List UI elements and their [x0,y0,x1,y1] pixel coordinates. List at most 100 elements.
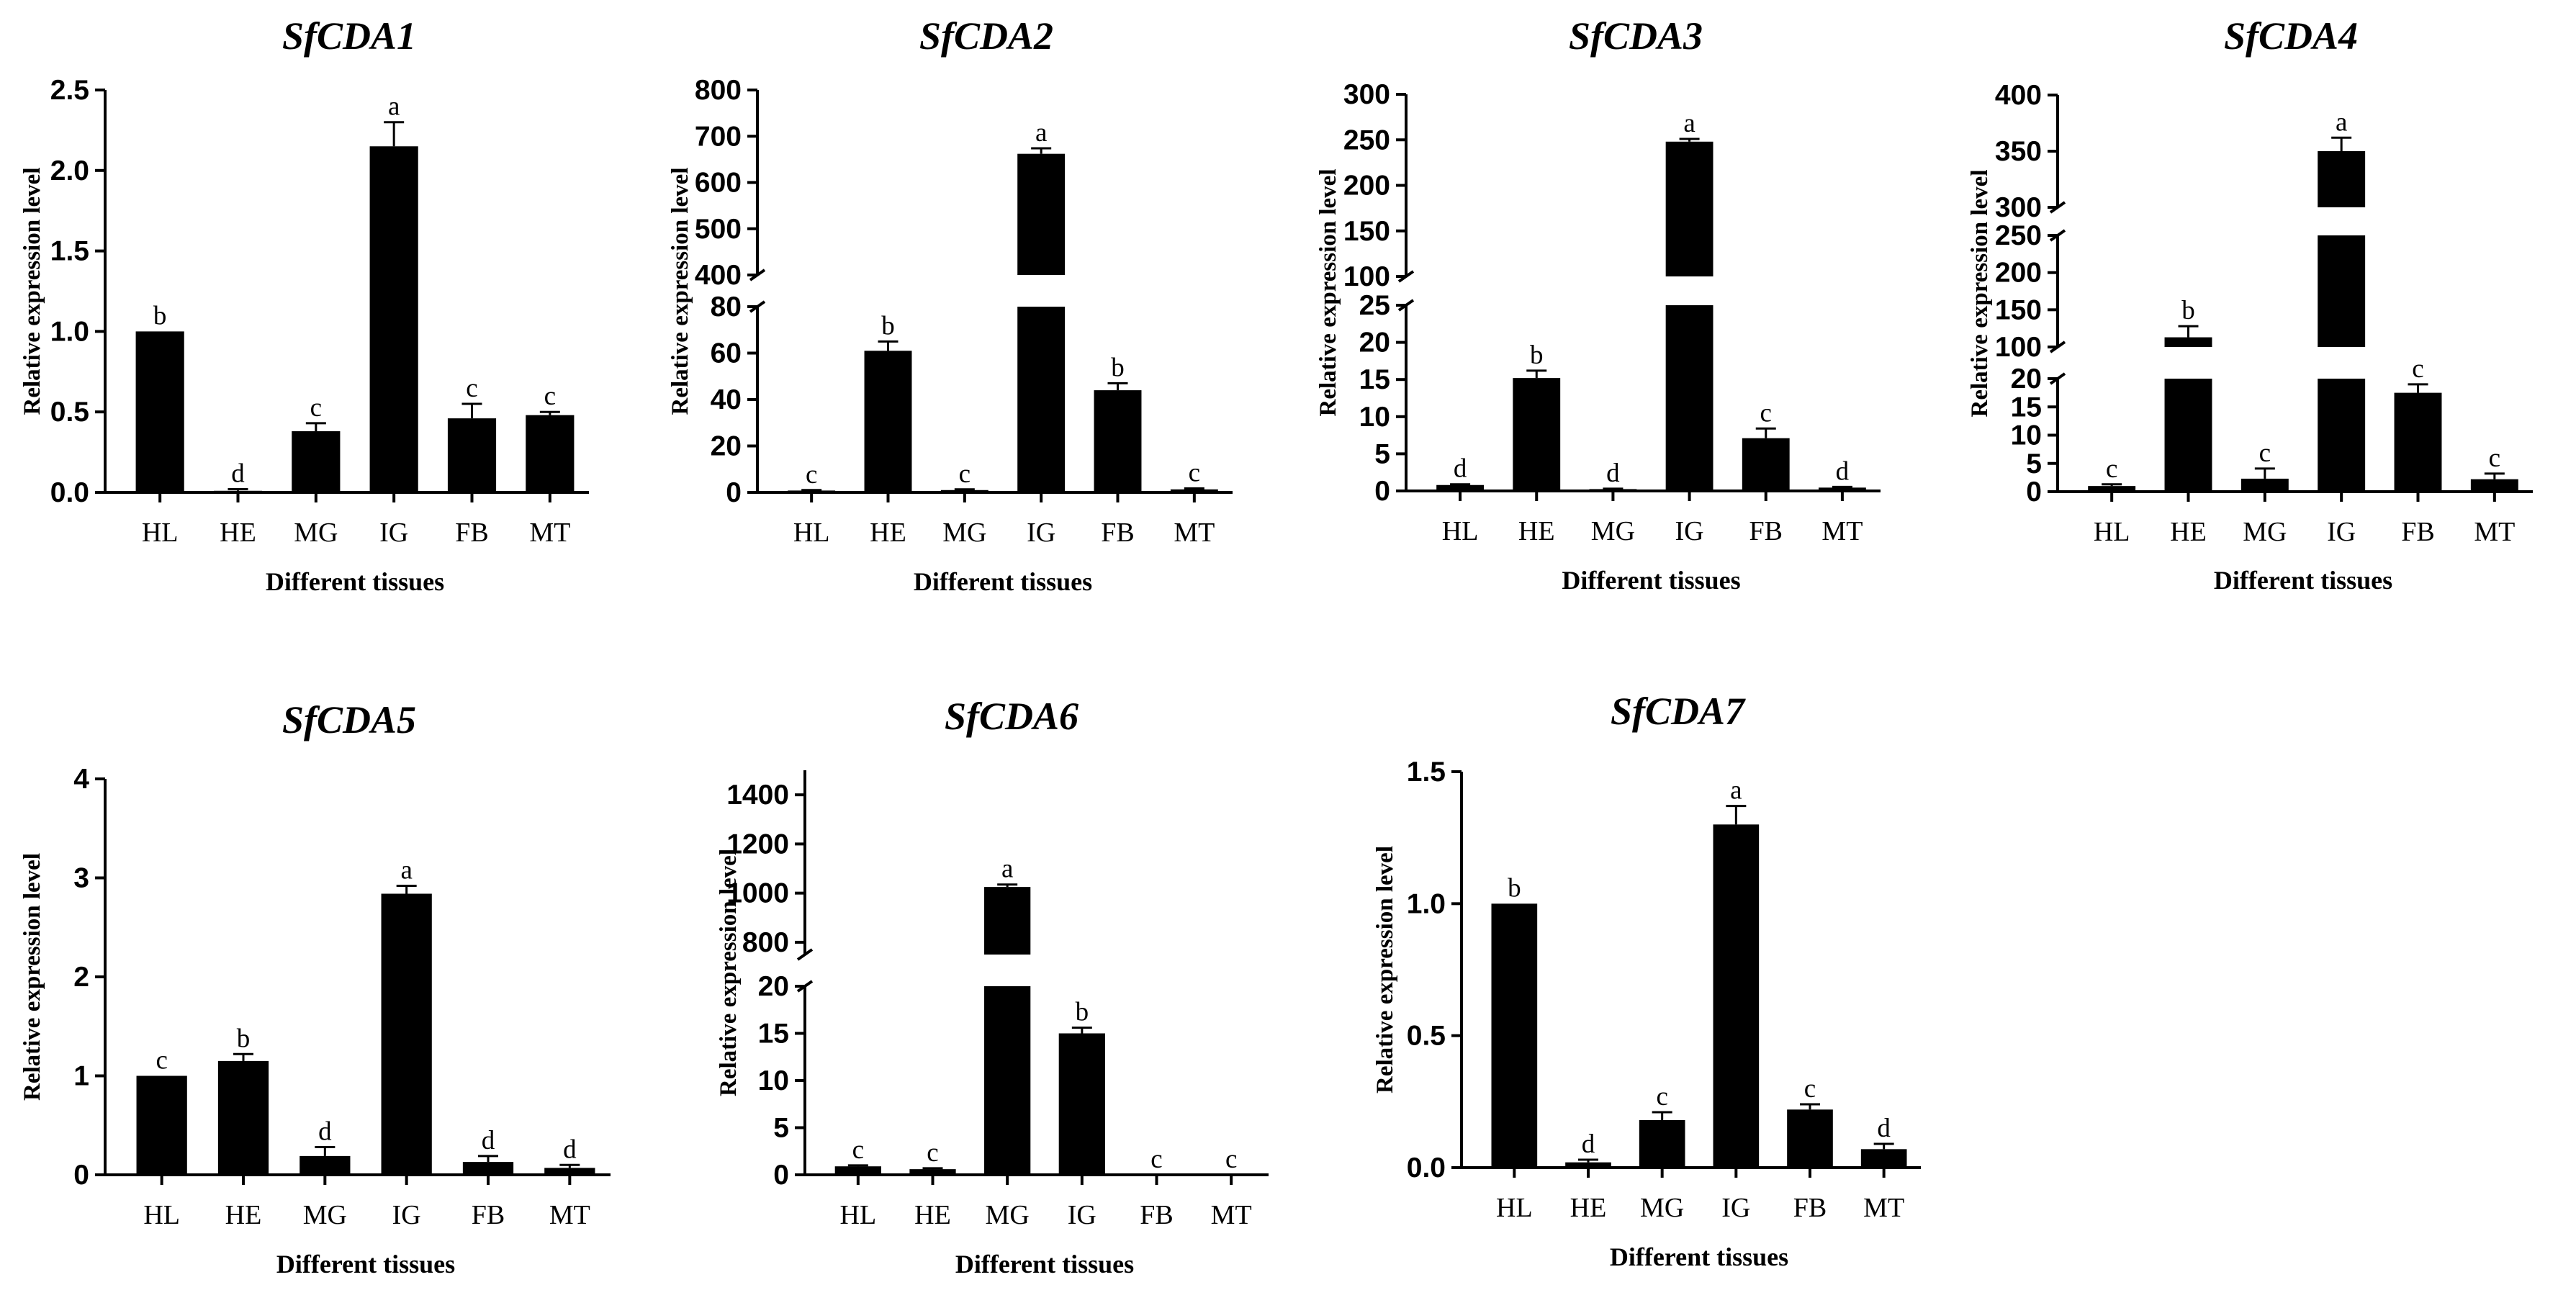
x-axis-title: Different tissues [1610,1242,1788,1271]
y-tick-label: 15 [1359,364,1390,395]
significance-label: b [881,311,895,340]
bar [984,887,1031,1175]
y-tick-label: 700 [695,121,742,152]
x-tick-label: MG [942,518,986,548]
axis-break-mark [2049,340,2066,353]
significance-label: b [1508,873,1521,903]
significance-label: a [2336,107,2347,137]
y-tick-label: 1.0 [50,316,89,347]
significance-label: a [1683,109,1695,138]
y-tick-label: 0.5 [1407,1021,1446,1052]
y-tick-label: 300 [1343,79,1390,110]
axis-break-mark [796,948,814,961]
significance-label: b [237,1024,251,1053]
bar-break-gap [1665,276,1714,305]
x-tick-label: FB [455,518,488,548]
bar-break-gap [2163,347,2213,379]
y-tick-label: 1000 [726,878,789,909]
x-tick-label: HL [793,518,830,548]
y-axis-title: Relative expression level [716,849,742,1096]
bar [213,490,263,492]
x-tick-label: IG [1027,518,1055,548]
bar [369,146,418,492]
significance-label: a [1730,776,1742,806]
y-tick-label: 15 [758,1019,789,1050]
bar [544,1168,595,1175]
bar [834,1166,881,1175]
x-tick-label: MT [1863,1193,1904,1223]
bar [381,893,432,1175]
significance-label: a [1001,854,1013,884]
bar [1491,903,1538,1168]
chart-title: SfCDA7 [1611,690,1746,733]
significance-label: c [1804,1074,1816,1104]
y-tick-label: 20 [2011,364,2042,394]
y-tick-label: 80 [711,292,742,322]
x-tick-label: HL [142,518,179,548]
axis-break-mark [796,980,814,993]
x-axis-title: Different tissues [2214,566,2392,595]
y-tick-label: 2 [73,962,89,993]
x-tick-label: MG [303,1200,347,1230]
y-tick-label: 0 [1374,476,1390,507]
y-tick-label: 100 [1343,261,1390,292]
y-tick-label: 500 [695,214,742,245]
x-tick-label: IG [392,1200,421,1230]
y-tick-label: 800 [742,927,789,958]
y-tick-label: 60 [711,338,742,369]
x-axis-title: Different tissues [914,567,1092,596]
bar [1058,1033,1105,1175]
y-tick-label: 2.5 [50,75,89,106]
chart-title: SfCDA5 [282,698,416,741]
significance-label: a [388,92,400,122]
significance-label: c [544,382,556,411]
bar [2241,478,2289,492]
significance-label: a [1035,118,1047,148]
bar [1665,141,1713,491]
y-tick-label: 0.5 [50,397,89,428]
y-tick-label: 300 [1995,192,2042,223]
y-axis-title: Relative expression level [19,168,45,415]
significance-label: c [852,1135,864,1165]
y-tick-label: 1400 [726,780,789,811]
x-tick-label: HE [2170,517,2207,547]
significance-label: c [1189,459,1200,488]
x-tick-label: HL [1496,1193,1533,1223]
y-tick-label: 20 [758,971,789,1002]
significance-label: a [400,856,412,885]
y-tick-label: 0 [73,1160,89,1191]
y-tick-label: 400 [1995,80,2042,111]
chart-title: SfCDA1 [282,14,416,58]
significance-label: c [927,1138,938,1168]
significance-label: b [153,301,167,330]
x-axis-title: Different tissues [266,567,444,596]
bar-break-gap [1017,275,1066,307]
significance-label: b [1111,353,1125,382]
y-tick-label: 20 [711,431,742,462]
y-tick-label: 600 [695,168,742,199]
significance-label: c [1760,398,1772,428]
bar-break-gap [2317,347,2366,379]
bar [1436,484,1484,491]
x-tick-label: HE [1518,516,1555,546]
significance-label: c [1225,1145,1237,1174]
bar [2394,392,2442,492]
x-tick-label: IG [2327,517,2356,547]
y-tick-label: 150 [1995,294,2042,325]
significance-label: b [1076,998,1089,1027]
x-tick-label: MT [2474,517,2515,547]
significance-label: c [806,460,817,490]
significance-label: d [1836,456,1850,486]
significance-label: c [1150,1145,1162,1174]
bar [909,1169,956,1175]
y-tick-label: 800 [695,75,742,106]
significance-label: c [466,374,477,403]
axis-break-mark [749,269,766,281]
significance-label: c [2489,443,2500,473]
y-tick-label: 2.0 [50,155,89,186]
y-tick-label: 40 [711,384,742,415]
x-tick-label: FB [1140,1200,1173,1230]
bar [2088,486,2136,492]
y-tick-label: 25 [1359,290,1390,321]
